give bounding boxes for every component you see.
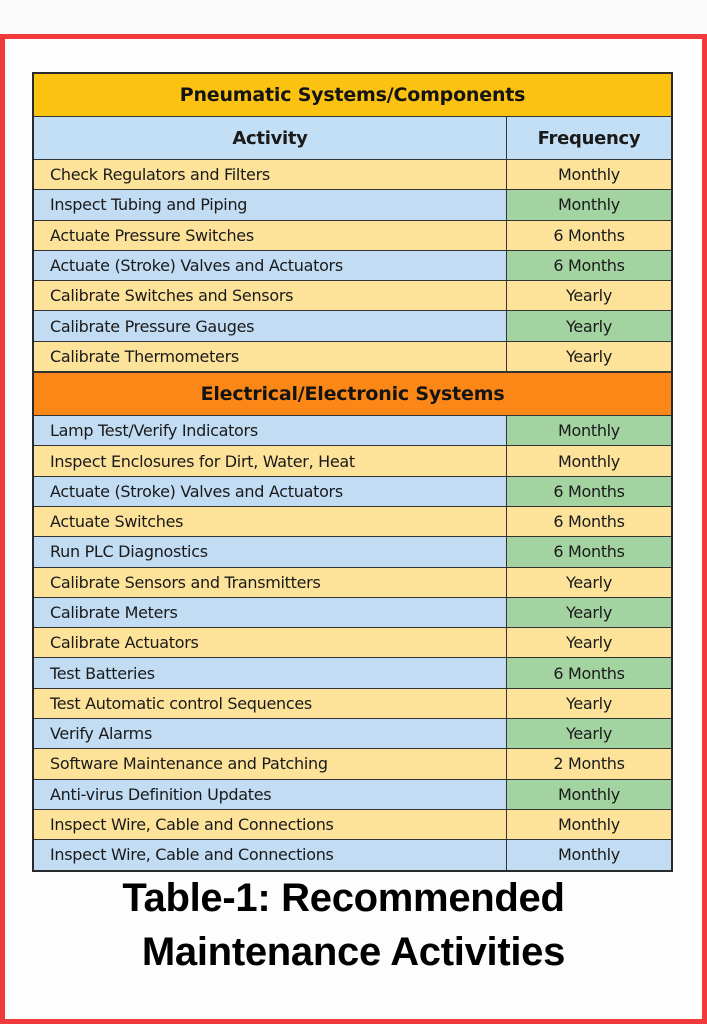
activity-cell: Actuate (Stroke) Valves and Actuators — [34, 476, 507, 506]
table-row: Actuate (Stroke) Valves and Actuators 6 … — [34, 250, 671, 282]
table-row: Run PLC Diagnostics 6 Months — [34, 537, 671, 568]
maintenance-table: Pneumatic Systems/Components Activity Fr… — [32, 72, 673, 872]
frequency-cell: Monthly — [507, 160, 671, 190]
frequency-cell: Yearly — [507, 281, 671, 311]
activity-cell: Run PLC Diagnostics — [34, 537, 507, 567]
section-header-electrical: Electrical/Electronic Systems — [34, 372, 671, 417]
activity-cell: Lamp Test/Verify Indicators — [34, 416, 507, 446]
frequency-cell: 6 Months — [507, 537, 671, 567]
frequency-cell: 6 Months — [507, 506, 671, 537]
frequency-cell: Monthly — [507, 809, 671, 840]
activity-cell: Test Batteries — [34, 658, 507, 688]
frequency-cell: 6 Months — [507, 250, 671, 281]
column-header-frequency: Frequency — [507, 117, 671, 159]
table-row: Test Automatic control Sequences Yearly — [34, 688, 671, 720]
frequency-cell: Monthly — [507, 190, 671, 220]
section-header-pneumatic: Pneumatic Systems/Components — [34, 74, 671, 117]
activity-cell: Software Maintenance and Patching — [34, 749, 507, 779]
frequency-cell: Monthly — [507, 779, 671, 809]
activity-cell: Verify Alarms — [34, 719, 507, 749]
column-header-activity: Activity — [34, 117, 507, 159]
activity-cell: Calibrate Actuators — [34, 628, 507, 658]
frequency-cell: 6 Months — [507, 658, 671, 688]
activity-cell: Actuate (Stroke) Valves and Actuators — [34, 250, 507, 281]
activity-cell: Check Regulators and Filters — [34, 160, 507, 190]
table-row: Actuate Pressure Switches 6 Months — [34, 220, 671, 251]
table-row: Calibrate Meters Yearly — [34, 597, 671, 629]
table-row: Calibrate Switches and Sensors Yearly — [34, 281, 671, 312]
activity-cell: Inspect Wire, Cable and Connections — [34, 809, 507, 840]
activity-cell: Anti-virus Definition Updates — [34, 779, 507, 809]
table-row: Calibrate Pressure Gauges Yearly — [34, 311, 671, 342]
activity-cell: Calibrate Switches and Sensors — [34, 281, 507, 311]
frequency-cell: Yearly — [507, 628, 671, 658]
table-row: Calibrate Sensors and Transmitters Yearl… — [34, 567, 671, 598]
activity-cell: Actuate Pressure Switches — [34, 220, 507, 250]
table-row: Software Maintenance and Patching 2 Mont… — [34, 749, 671, 780]
frequency-cell: Yearly — [507, 597, 671, 628]
table-row: Check Regulators and Filters Monthly — [34, 160, 671, 191]
activity-cell: Calibrate Meters — [34, 597, 507, 628]
frequency-cell: 6 Months — [507, 476, 671, 506]
frequency-cell: Monthly — [507, 416, 671, 446]
activity-cell: Test Automatic control Sequences — [34, 688, 507, 719]
table-row: Inspect Tubing and Piping Monthly — [34, 190, 671, 221]
activity-cell: Inspect Tubing and Piping — [34, 190, 507, 220]
column-header-row: Activity Frequency — [34, 117, 671, 160]
frequency-cell: Monthly — [507, 840, 671, 870]
activity-cell: Calibrate Pressure Gauges — [34, 311, 507, 341]
table-row: Verify Alarms Yearly — [34, 719, 671, 750]
activity-cell: Inspect Enclosures for Dirt, Water, Heat — [34, 446, 507, 476]
table-row: Calibrate Thermometers Yearly — [34, 341, 671, 373]
table-row: Actuate (Stroke) Valves and Actuators 6 … — [34, 476, 671, 507]
table-row: Inspect Wire, Cable and Connections Mont… — [34, 809, 671, 841]
frequency-cell: Yearly — [507, 567, 671, 597]
activity-cell: Calibrate Thermometers — [34, 341, 507, 372]
frequency-cell: 2 Months — [507, 749, 671, 779]
table-row: Lamp Test/Verify Indicators Monthly — [34, 416, 671, 447]
table-row: Test Batteries 6 Months — [34, 658, 671, 689]
table-row: Inspect Enclosures for Dirt, Water, Heat… — [34, 446, 671, 477]
frequency-cell: Yearly — [507, 311, 671, 341]
table-caption-line1: Table-1: Recommended — [122, 876, 565, 920]
table-row: Calibrate Actuators Yearly — [34, 628, 671, 659]
table-row: Inspect Wire, Cable and Connections Mont… — [34, 840, 671, 870]
activity-cell: Calibrate Sensors and Transmitters — [34, 567, 507, 597]
table-row: Actuate Switches 6 Months — [34, 506, 671, 538]
frequency-cell: 6 Months — [507, 220, 671, 250]
frequency-cell: Yearly — [507, 688, 671, 719]
frequency-cell: Yearly — [507, 341, 671, 372]
activity-cell: Actuate Switches — [34, 506, 507, 537]
table-caption-line2: Maintenance Activities — [141, 930, 566, 974]
activity-cell: Inspect Wire, Cable and Connections — [34, 840, 507, 870]
frequency-cell: Monthly — [507, 446, 671, 476]
table-row: Anti-virus Definition Updates Monthly — [34, 779, 671, 810]
frequency-cell: Yearly — [507, 719, 671, 749]
